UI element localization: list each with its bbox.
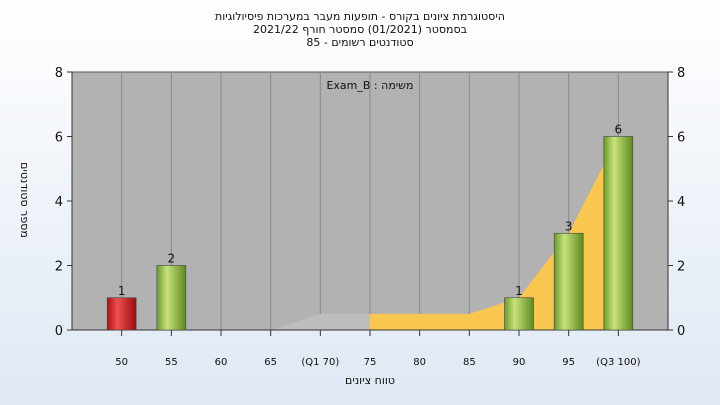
y-tick-label-right: 2 (677, 260, 685, 275)
y-tick-label-right: 6 (677, 131, 685, 146)
x-tick-label: 60 (215, 357, 228, 368)
bar-value-label: 3 (565, 219, 573, 233)
y-tick-label-left: 8 (55, 66, 63, 81)
y-tick-label-right: 0 (677, 324, 685, 339)
task-annotation: משימה : Exam_B (326, 79, 414, 92)
x-tick-label: (Q1 70) (301, 357, 339, 368)
bar (603, 136, 634, 331)
chart-title: היסטוגרמת ציונים בקורס - תופעות מעבר במע… (215, 10, 505, 23)
bar (553, 232, 584, 331)
y-tick-label-left: 0 (55, 324, 63, 339)
x-axis-label: טווח ציונים (345, 374, 395, 387)
x-tick-label: 75 (364, 357, 377, 368)
x-tick-label: 50 (115, 357, 128, 368)
y-tick-label-left: 4 (55, 195, 63, 210)
x-tick-label: 90 (513, 357, 526, 368)
chart-subtitle-semester: בסמסטר (01/2021) סמסטר חורף 2021/22 (253, 23, 467, 36)
bar (504, 297, 534, 331)
x-tick-label: 65 (264, 357, 277, 368)
x-tick-label: (Q3 100) (596, 357, 640, 368)
bar (156, 265, 187, 331)
x-tick-label: 95 (562, 357, 575, 368)
y-tick-label-right: 4 (677, 195, 685, 210)
x-tick-label: 80 (413, 357, 426, 368)
bar-value-label: 6 (615, 123, 623, 137)
y-axis-label: מספר סטודנטים (18, 162, 31, 238)
chart-subtitle-students: סטודנטים רשומים - 85 (306, 36, 414, 49)
bar-value-label: 1 (118, 284, 126, 298)
bar-value-label: 2 (168, 252, 176, 266)
x-tick-label: 55 (165, 357, 178, 368)
y-tick-label-right: 8 (677, 66, 685, 81)
chart-titles: היסטוגרמת ציונים בקורס - תופעות מעבר במע… (0, 10, 720, 49)
x-tick-label: 85 (463, 357, 476, 368)
y-tick-label-left: 2 (55, 260, 63, 275)
gray-area (270, 313, 370, 330)
y-tick-label-left: 6 (55, 131, 63, 146)
bar (106, 297, 137, 331)
bar-value-label: 1 (515, 284, 523, 298)
